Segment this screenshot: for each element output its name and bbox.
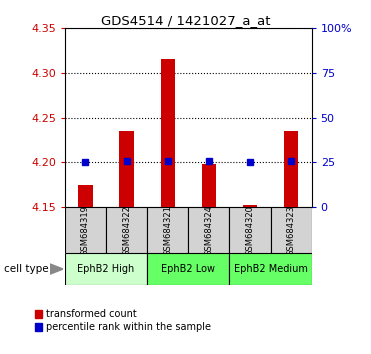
Bar	[147, 253, 229, 285]
Bar	[119, 131, 134, 207]
Text: GDS4514 / 1421027_a_at: GDS4514 / 1421027_a_at	[101, 14, 270, 27]
Bar	[229, 253, 312, 285]
Text: GSM684323: GSM684323	[286, 205, 296, 256]
Text: GSM684324: GSM684324	[204, 205, 213, 256]
Text: EphB2 Medium: EphB2 Medium	[234, 264, 308, 274]
Bar	[147, 207, 188, 253]
Bar	[202, 164, 216, 207]
Bar	[188, 207, 229, 253]
Bar	[161, 59, 175, 207]
Legend: transformed count, percentile rank within the sample: transformed count, percentile rank withi…	[35, 309, 211, 332]
Bar	[78, 185, 93, 207]
Text: GSM684319: GSM684319	[81, 205, 90, 256]
Bar	[243, 205, 257, 207]
Text: cell type: cell type	[4, 264, 48, 274]
Text: GSM684320: GSM684320	[246, 205, 255, 256]
Bar	[284, 131, 298, 207]
Text: GSM684321: GSM684321	[163, 205, 172, 256]
Text: GSM684322: GSM684322	[122, 205, 131, 256]
Bar	[106, 207, 147, 253]
Text: EphB2 High: EphB2 High	[78, 264, 135, 274]
Bar	[229, 207, 270, 253]
Bar	[270, 207, 312, 253]
Text: EphB2 Low: EphB2 Low	[161, 264, 215, 274]
Bar	[65, 253, 147, 285]
Bar	[65, 207, 106, 253]
Polygon shape	[50, 264, 63, 274]
